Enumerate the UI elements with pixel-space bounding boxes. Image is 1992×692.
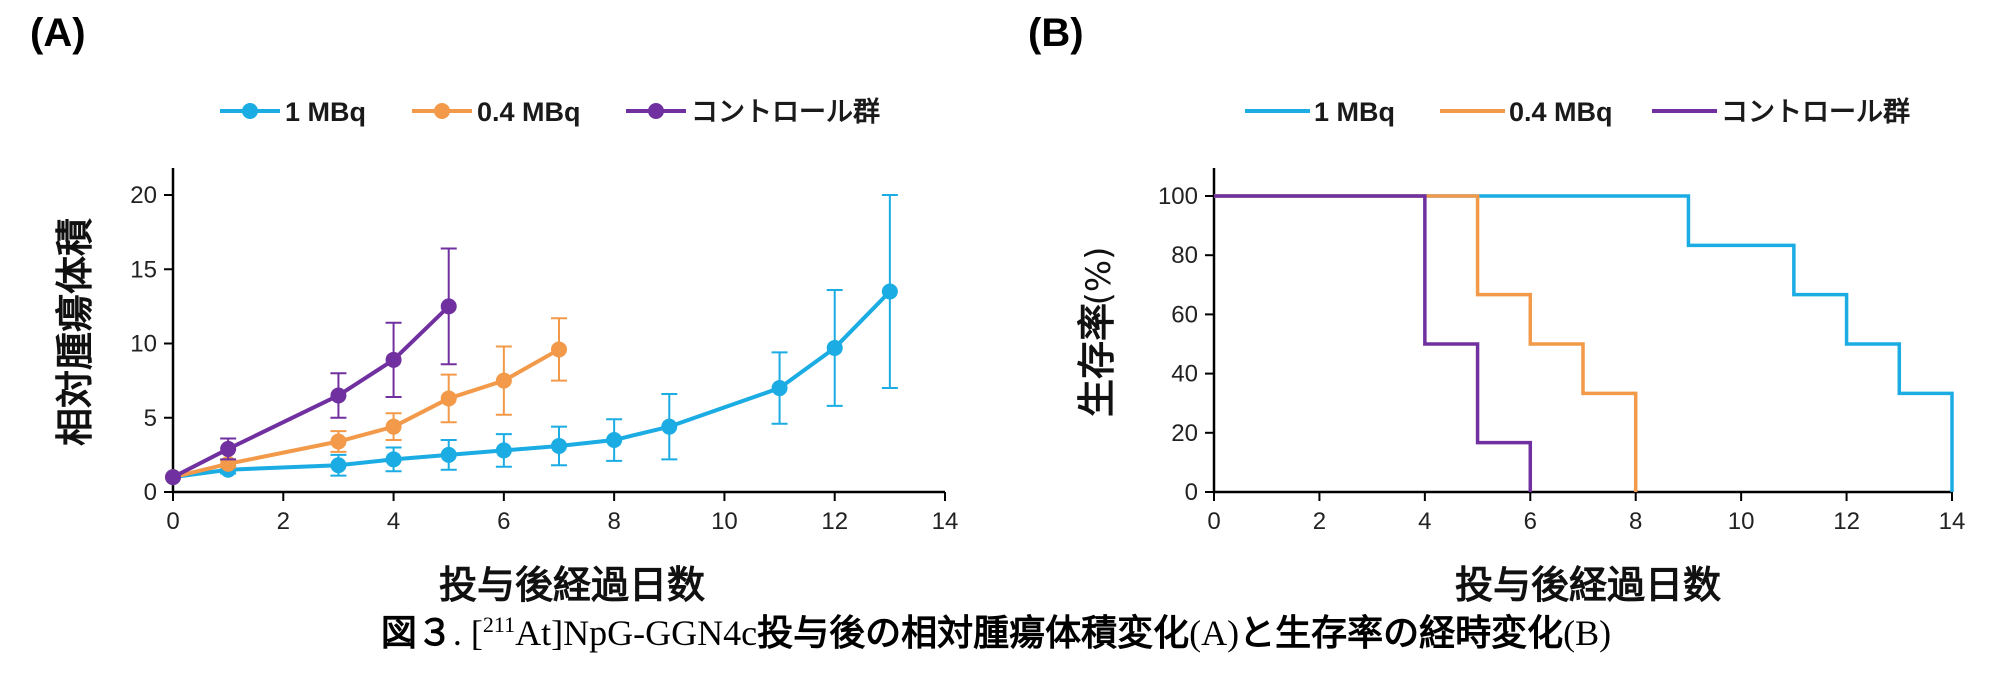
plot-area-b bbox=[1214, 194, 1954, 492]
x-tick-label-a: 6 bbox=[497, 508, 510, 535]
caption-dot: . bbox=[452, 613, 462, 653]
caption-panel-b-ref: (B) bbox=[1563, 613, 1612, 653]
y-tick-label-b: 40 bbox=[1171, 361, 1198, 388]
caption-figure-label: 図３ bbox=[380, 613, 453, 654]
data-point bbox=[551, 437, 567, 454]
x-tick-label-b: 8 bbox=[1629, 508, 1642, 535]
chart-a: 1 MBq 0.4 MBq コントロール群 0 2 4 6 8 10 12 14 0 5 10 15 2… bbox=[53, 97, 958, 607]
y-tick-label-b: 0 bbox=[1185, 479, 1198, 506]
legend-b-label-1mbq: 1 MBq bbox=[1314, 97, 1395, 127]
data-point bbox=[826, 339, 843, 356]
data-point bbox=[440, 298, 457, 315]
data-point bbox=[440, 390, 457, 407]
figure-caption: 図３. [211At]NpG-GGN4c投与後の相対腫瘍体積変化(A)と生存率の… bbox=[0, 604, 1992, 656]
data-point bbox=[330, 433, 347, 450]
data-point bbox=[606, 432, 623, 449]
x-axis-title-a: 投与後経過日数 bbox=[439, 563, 705, 607]
data-point bbox=[165, 469, 181, 486]
panel-b-label: (B) bbox=[1028, 11, 1084, 55]
data-point bbox=[220, 440, 237, 457]
survival-curve-0-4mbq bbox=[1214, 194, 1638, 492]
y-axis-title-b: 生存率 (%) bbox=[1075, 247, 1119, 417]
y-axis-title-b-unit: (%) bbox=[1079, 247, 1119, 306]
x-tick-label-a: 12 bbox=[821, 508, 848, 535]
caption-text-2: と生存率の経時変化 bbox=[1239, 613, 1564, 654]
x-tick-label-b: 12 bbox=[1833, 508, 1860, 535]
data-point bbox=[495, 372, 512, 389]
panel-a-label: (A) bbox=[30, 11, 86, 55]
data-point bbox=[330, 387, 347, 404]
series-line bbox=[172, 304, 451, 479]
x-tick-label-a: 8 bbox=[607, 508, 620, 535]
x-tick-label-b: 2 bbox=[1313, 508, 1326, 535]
data-point bbox=[495, 442, 512, 459]
y-tick-label-b: 60 bbox=[1171, 301, 1198, 328]
data-point bbox=[440, 446, 457, 463]
series-a-control bbox=[165, 247, 457, 486]
y-tick-label-a: 5 bbox=[144, 405, 157, 432]
y-tick-label-a: 20 bbox=[130, 182, 157, 209]
legend-a-label-control: コントロール群 bbox=[691, 97, 880, 127]
y-axis-title-a: 相対腫瘍体積 bbox=[53, 218, 97, 446]
y-tick-label-a: 10 bbox=[130, 331, 157, 358]
legend-a-marker-control bbox=[648, 103, 664, 119]
caption-compound-superscript: 211 bbox=[482, 612, 516, 637]
survival-curve-control bbox=[1214, 194, 1533, 492]
x-tick-label-b: 4 bbox=[1418, 508, 1431, 535]
x-tick-label-b: 10 bbox=[1728, 508, 1755, 535]
series-a-1mbq bbox=[165, 194, 898, 486]
data-point bbox=[330, 457, 347, 474]
plot-area-a bbox=[165, 194, 898, 486]
caption-compound-open: [ bbox=[470, 613, 483, 653]
survival-curve-1mbq bbox=[1214, 194, 1954, 492]
y-tick-label-a: 0 bbox=[144, 479, 157, 506]
legend-a-label-1mbq: 1 MBq bbox=[285, 97, 366, 127]
axes-b: 0 2 4 6 8 10 12 14 0 20 40 60 80 100 bbox=[1158, 168, 1965, 535]
y-tick-label-b: 20 bbox=[1171, 420, 1198, 447]
data-point bbox=[385, 451, 402, 468]
y-tick-label-b: 100 bbox=[1158, 183, 1198, 210]
caption-text-1: 投与後の相対腫瘍体積変化 bbox=[757, 613, 1190, 654]
x-tick-label-a: 10 bbox=[711, 508, 738, 535]
legend-a-marker-0-4mbq bbox=[434, 103, 450, 119]
x-tick-label-a: 2 bbox=[277, 508, 290, 535]
x-tick-label-a: 4 bbox=[387, 508, 400, 535]
x-tick-label-a: 0 bbox=[166, 508, 179, 535]
data-point bbox=[385, 351, 402, 368]
x-tick-label-b: 6 bbox=[1524, 508, 1537, 535]
legend-b: 1 MBq 0.4 MBq コントロール群 bbox=[1245, 97, 1910, 127]
x-tick-label-a: 14 bbox=[932, 508, 959, 535]
chart-b: 1 MBq 0.4 MBq コントロール群 0 2 4 6 8 10 12 14 0 20 40 60… bbox=[1075, 97, 1965, 607]
data-point bbox=[771, 380, 788, 397]
legend-b-label-control: コントロール群 bbox=[1721, 97, 1910, 127]
legend-a-label-0-4mbq: 0.4 MBq bbox=[477, 97, 581, 127]
y-tick-label-b: 80 bbox=[1171, 242, 1198, 269]
series-line bbox=[172, 290, 892, 480]
x-tick-label-b: 14 bbox=[1939, 508, 1966, 535]
data-point bbox=[661, 418, 678, 435]
x-tick-label-b: 0 bbox=[1207, 508, 1220, 535]
axes-a: 0 2 4 6 8 10 12 14 0 5 10 15 20 bbox=[130, 168, 958, 535]
y-axis-title-b-text: 生存率 bbox=[1075, 303, 1119, 417]
data-point bbox=[881, 283, 898, 300]
legend-a-marker-1mbq bbox=[242, 103, 258, 119]
legend-b-label-0-4mbq: 0.4 MBq bbox=[1509, 97, 1613, 127]
caption-compound-name: At]NpG-GGN4c bbox=[515, 613, 758, 653]
legend-a: 1 MBq 0.4 MBq コントロール群 bbox=[220, 97, 880, 127]
caption-panel-a-ref: (A) bbox=[1189, 613, 1240, 653]
data-point bbox=[551, 341, 567, 358]
data-point bbox=[385, 418, 402, 435]
x-axis-title-b: 投与後経過日数 bbox=[1455, 563, 1721, 607]
y-tick-label-a: 15 bbox=[130, 256, 157, 283]
